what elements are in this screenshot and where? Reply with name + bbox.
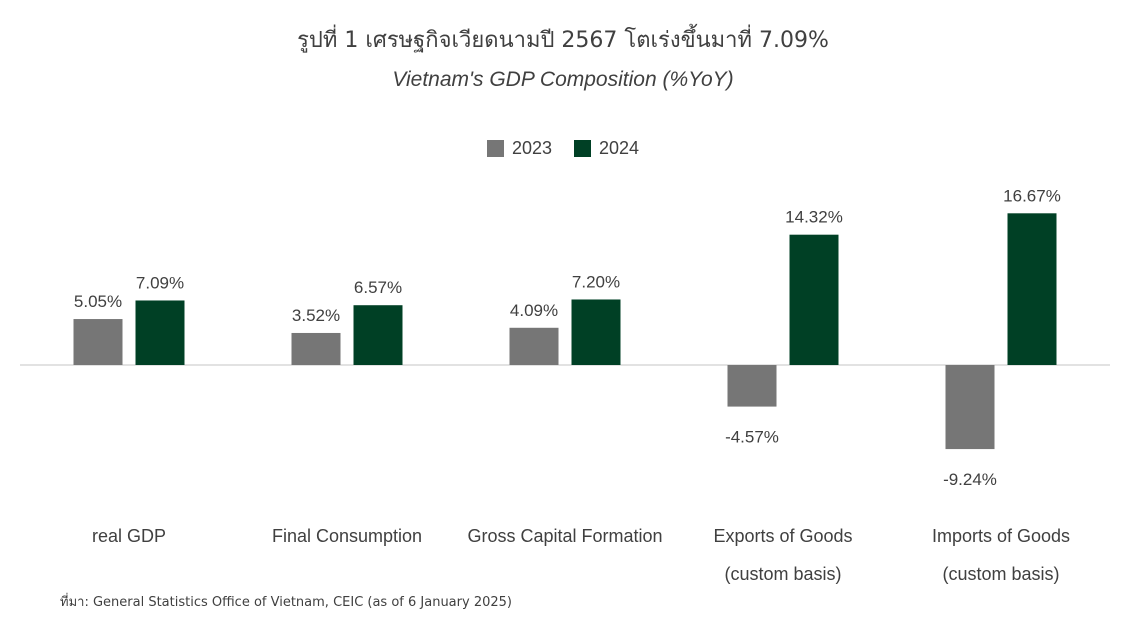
- category-label-3-0: Exports of Goods: [713, 526, 852, 546]
- bar-2023-0: [73, 319, 123, 365]
- legend-swatch-2023: [486, 140, 504, 157]
- bar-2023-3: [727, 365, 777, 407]
- category-label-4-0: Imports of Goods: [932, 526, 1070, 546]
- data-label-2023-3: -4.57%: [725, 428, 779, 447]
- bar-2024-4: [1007, 213, 1057, 365]
- category-label-2-0: Gross Capital Formation: [467, 526, 662, 546]
- data-label-2023-4: -9.24%: [943, 470, 997, 489]
- bar-2024-1: [353, 305, 403, 365]
- data-label-2024-2: 7.20%: [572, 272, 620, 291]
- data-label-2023-0: 5.05%: [74, 292, 122, 311]
- legend-label-2024: 2024: [599, 138, 640, 158]
- bar-2023-2: [509, 327, 559, 365]
- data-label-2024-4: 16.67%: [1003, 186, 1061, 205]
- bar-2024-0: [135, 300, 185, 365]
- chart-legend: 2023 2024: [0, 138, 1126, 159]
- legend-label-2023: 2023: [511, 138, 552, 158]
- legend-item-2023: 2023: [486, 138, 552, 159]
- legend-item-2024: 2024: [574, 138, 639, 159]
- data-label-2023-1: 3.52%: [292, 306, 340, 325]
- data-label-2024-1: 6.57%: [354, 278, 402, 297]
- chart-title: รูปที่ 1 เศรษฐกิจเวียดนามปี 2567 โตเร่งข…: [297, 28, 829, 53]
- data-label-2024-0: 7.09%: [136, 273, 184, 292]
- bar-2024-2: [571, 299, 621, 365]
- data-label-2024-3: 14.32%: [785, 208, 843, 227]
- source-note: ที่มา: General Statistics Office of Viet…: [60, 595, 512, 610]
- category-label-4-1: (custom basis): [942, 564, 1059, 584]
- legend-swatch-2024: [574, 140, 591, 157]
- category-label-0-0: real GDP: [92, 526, 166, 546]
- category-label-1-0: Final Consumption: [272, 526, 422, 546]
- chart-subtitle: Vietnam's GDP Composition (%YoY): [392, 68, 734, 91]
- bar-2023-1: [291, 332, 341, 365]
- bar-2024-3: [789, 234, 839, 365]
- category-label-3-1: (custom basis): [724, 564, 841, 584]
- data-label-2023-2: 4.09%: [510, 301, 558, 320]
- bar-2023-4: [945, 365, 995, 450]
